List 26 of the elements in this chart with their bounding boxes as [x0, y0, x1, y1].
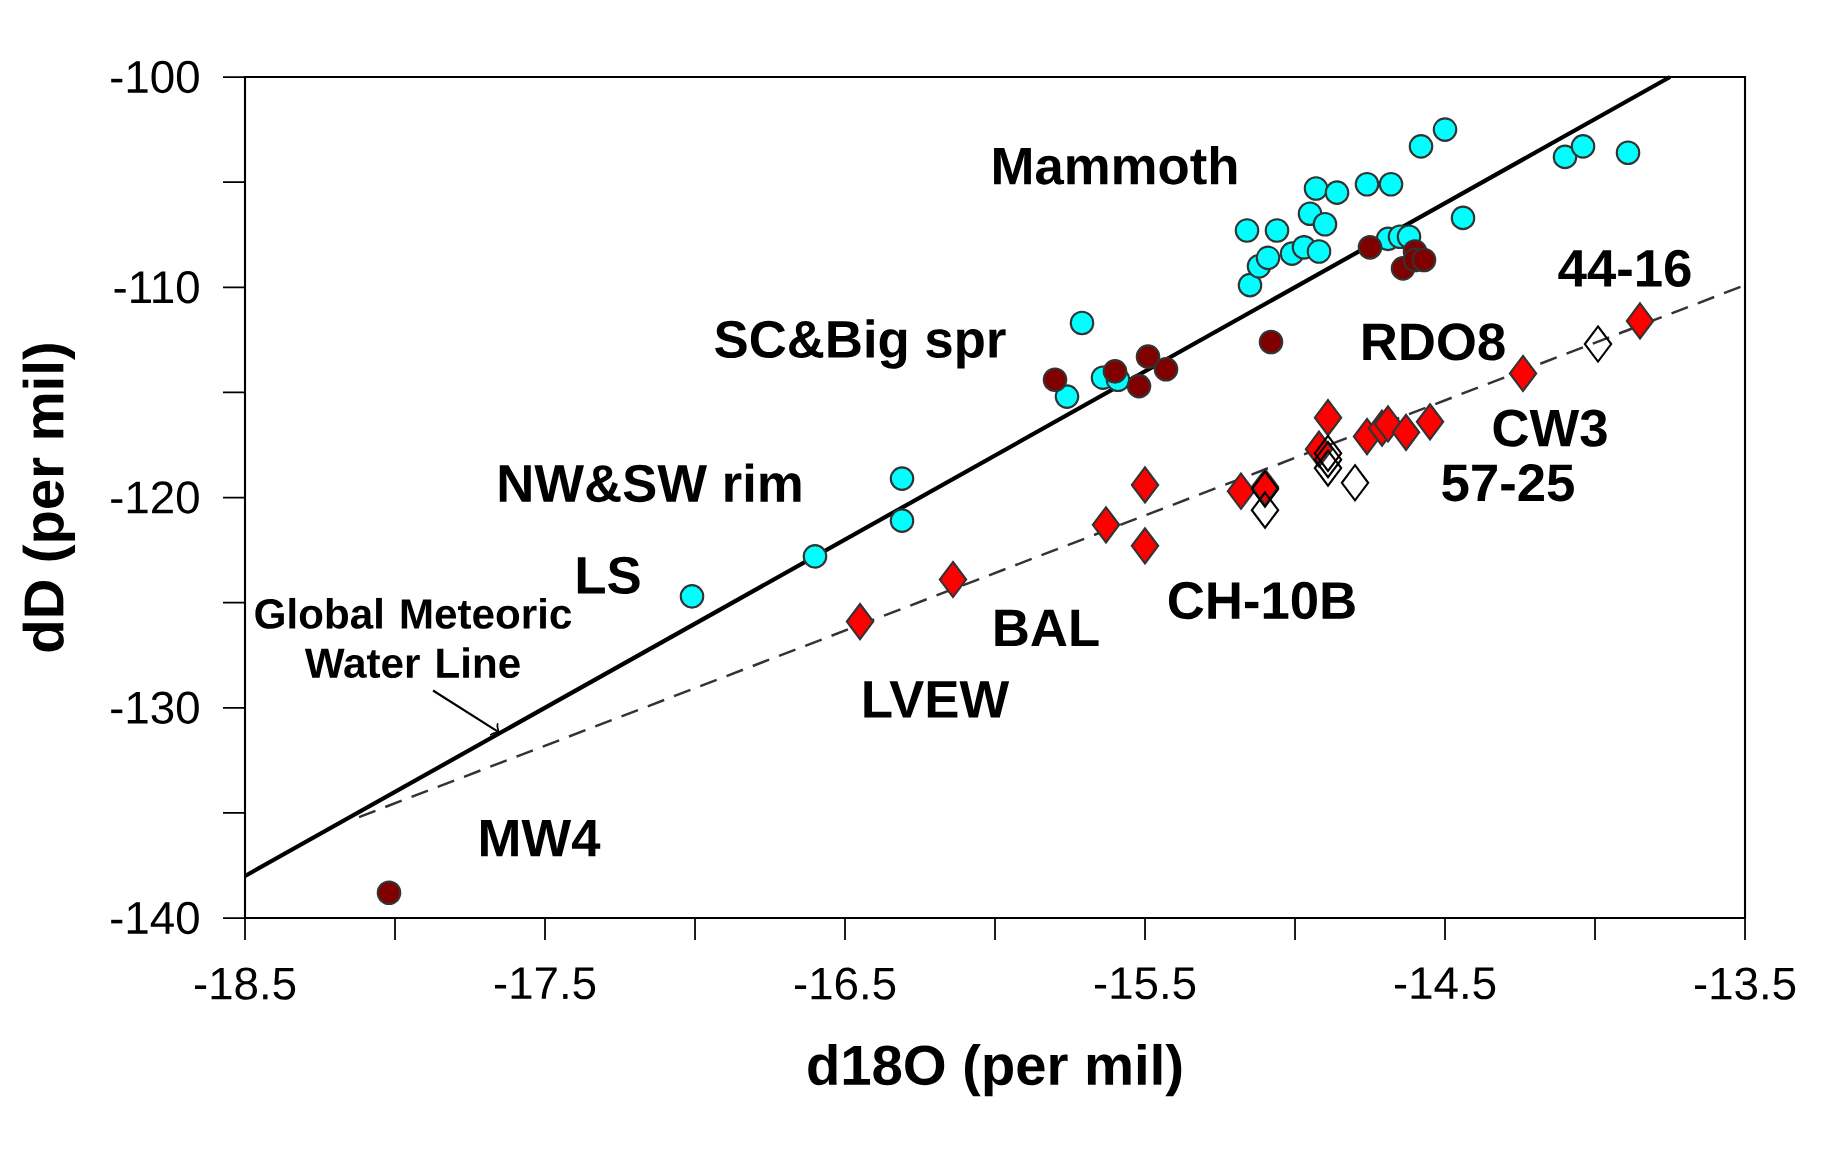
x-tick-label: -17.5 — [494, 967, 596, 1000]
annotation: CW3 — [1493, 409, 1607, 447]
x-tick-label: -15.5 — [1094, 967, 1196, 1000]
y-tick-label: -110 — [114, 271, 199, 304]
y-tick-label: -120 — [111, 481, 199, 514]
annotation: SC&Big spr — [715, 319, 1006, 369]
annotation: LS — [577, 556, 640, 594]
annotation: LVEW — [864, 681, 1010, 718]
annotation: Mammoth — [994, 145, 1237, 185]
annotation: 44-16 — [1558, 249, 1691, 287]
y-axis-title: dD (per mil) — [22, 344, 76, 652]
x-tick-label: -16.5 — [794, 967, 896, 1000]
x-tick-label: -14.5 — [1394, 967, 1496, 1000]
annotation: RDO8 — [1363, 323, 1505, 361]
x-tick-label: -13.5 — [1694, 967, 1796, 1000]
annotation: MW4 — [481, 819, 601, 857]
annotation: 57-25 — [1442, 464, 1574, 502]
y-tick-label: -140 — [111, 901, 199, 935]
y-tick-label: -130 — [111, 691, 199, 724]
y-tick-label: -100 — [111, 60, 199, 94]
annotation: Global Meteoric Water Line — [255, 597, 572, 679]
x-axis-title: d18O (per mil) — [808, 1043, 1182, 1097]
annotation: NW&SW rim — [499, 463, 801, 503]
annotation: CH-10B — [1168, 581, 1355, 620]
annotation: BAL — [995, 609, 1099, 646]
x-tick-label: -18.5 — [194, 967, 296, 1000]
